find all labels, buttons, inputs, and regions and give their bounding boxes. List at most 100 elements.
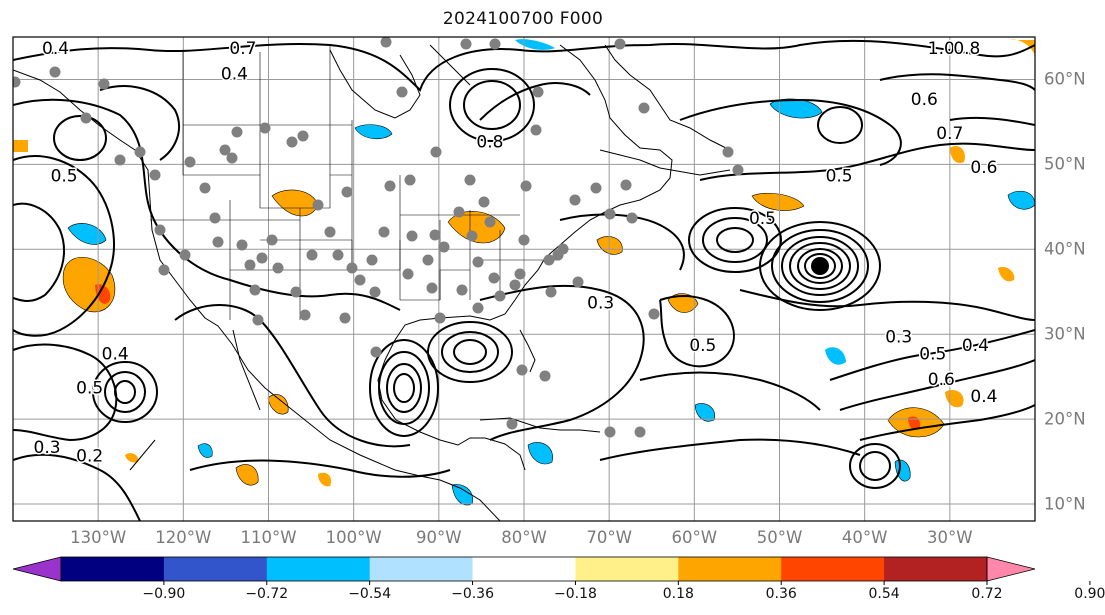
station-dot xyxy=(158,264,170,276)
station-dot xyxy=(154,224,166,236)
latitude-label: 20°N xyxy=(1044,409,1086,429)
contour-label: 0.5 xyxy=(826,166,853,186)
station-dot xyxy=(114,154,126,166)
station-dot xyxy=(520,180,532,192)
contour-label: 0.4 xyxy=(42,39,69,59)
contour-label: 0.2 xyxy=(76,447,103,467)
colorbar-segment xyxy=(781,557,885,581)
station-dot xyxy=(209,212,221,224)
station-dot xyxy=(460,38,472,50)
station-dot xyxy=(488,272,500,284)
station-dot xyxy=(402,268,414,280)
station-dot xyxy=(272,262,284,274)
station-dot xyxy=(13,76,21,88)
colorbar-tick-label: −0.36 xyxy=(451,586,494,602)
station-dot xyxy=(306,249,318,261)
station-dot xyxy=(453,206,465,218)
station-dot xyxy=(286,136,298,148)
station-dot xyxy=(429,229,441,241)
station-dot xyxy=(297,130,309,142)
station-dot xyxy=(346,262,358,274)
station-dot xyxy=(518,234,530,246)
station-dot xyxy=(569,194,581,206)
station-dot xyxy=(438,241,450,253)
contour-label: 0.8 xyxy=(953,39,980,59)
station-dot xyxy=(341,186,353,198)
contour-label: 0.7 xyxy=(936,124,963,144)
longitude-label: 60°W xyxy=(671,528,718,547)
station-dot xyxy=(266,234,278,246)
longitude-label: 40°W xyxy=(841,528,888,547)
colorbar-segment xyxy=(472,557,576,581)
latitude-label: 30°N xyxy=(1044,324,1086,344)
station-dot xyxy=(380,37,392,48)
colorbar-tick-label: −0.90 xyxy=(142,586,186,602)
station-dot xyxy=(312,199,324,211)
station-dot xyxy=(604,208,616,220)
contour-label: 0.5 xyxy=(76,379,103,399)
station-dot xyxy=(212,236,224,248)
station-dot xyxy=(366,254,378,266)
contour-label: 0.5 xyxy=(749,209,776,229)
colorbar-segment xyxy=(884,557,988,581)
station-dot xyxy=(256,252,268,264)
colorbar-tick-label: 0.18 xyxy=(662,586,694,602)
contour-label: 0.4 xyxy=(970,387,997,407)
contour-label: 0.4 xyxy=(221,64,248,84)
contour-label: 0.4 xyxy=(962,336,989,356)
station-dot xyxy=(638,102,650,114)
latitude-label: 60°N xyxy=(1044,69,1086,89)
station-dot xyxy=(478,196,490,208)
colorbar-extend-low xyxy=(12,556,62,582)
contour-label: 0.5 xyxy=(919,345,946,365)
longitude-label: 30°W xyxy=(927,528,973,547)
station-dot xyxy=(530,124,542,136)
station-dot xyxy=(80,112,92,124)
colorbar-segment xyxy=(266,557,371,581)
colorbar-segment xyxy=(575,557,679,581)
contour-rings xyxy=(53,68,901,489)
station-dot xyxy=(369,286,381,298)
station-dot xyxy=(134,146,146,158)
contour-label: 0.6 xyxy=(928,370,955,390)
station-dot xyxy=(422,254,434,266)
anomaly-fill-layer xyxy=(13,39,1035,506)
station-dot xyxy=(406,230,418,242)
colorbar-tick-label: 0.90 xyxy=(1074,586,1105,602)
contour-lines xyxy=(13,39,1035,521)
latitude-label: 10°N xyxy=(1044,494,1086,514)
station-dot xyxy=(378,226,390,238)
colorbar-segment xyxy=(678,557,782,581)
station-dot xyxy=(732,164,744,176)
station-dot xyxy=(543,254,555,266)
station-dot xyxy=(514,268,526,280)
station-dot xyxy=(572,276,584,288)
contour-label: 0.3 xyxy=(885,328,912,348)
station-dot xyxy=(620,179,632,191)
station-dot xyxy=(456,284,468,296)
station-dots xyxy=(13,37,744,438)
station-dot xyxy=(219,144,231,156)
storm-center-marker xyxy=(811,257,829,275)
station-dot xyxy=(466,230,478,242)
station-dot xyxy=(648,308,660,320)
station-dot xyxy=(545,286,557,298)
contour-label: 0.4 xyxy=(102,345,129,365)
station-dot xyxy=(199,182,211,194)
map-title: 2024100700 F000 xyxy=(442,9,604,29)
station-dot xyxy=(404,174,416,186)
contour-label: 0.6 xyxy=(970,158,997,178)
station-dot xyxy=(426,282,438,294)
contour-label: 0.6 xyxy=(911,90,938,110)
station-dot xyxy=(464,174,476,186)
station-dot xyxy=(494,290,506,302)
station-dot xyxy=(396,86,408,98)
colorbar-segment xyxy=(163,557,268,581)
station-dot xyxy=(489,38,501,50)
station-dot xyxy=(434,312,446,324)
colorbar-tick-label: 0.36 xyxy=(765,586,797,602)
contour-label: 0.5 xyxy=(51,166,78,186)
contour-label: 0.8 xyxy=(476,132,503,152)
station-dot xyxy=(49,66,61,78)
